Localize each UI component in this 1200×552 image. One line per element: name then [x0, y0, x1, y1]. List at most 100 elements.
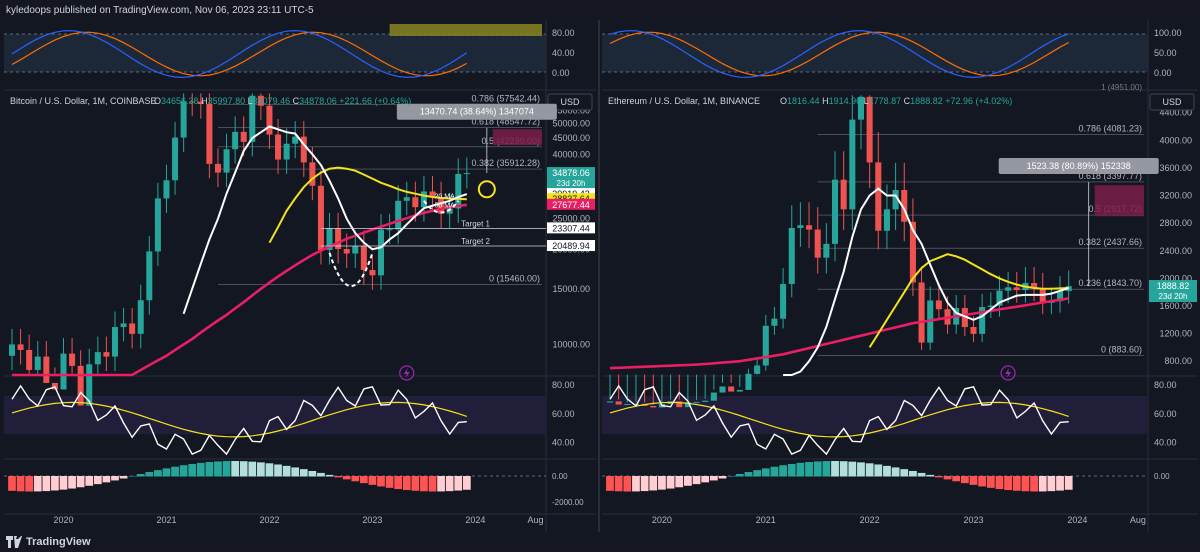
- candle-body: [292, 136, 299, 144]
- ma-white-line: [783, 187, 1070, 376]
- candle-body: [935, 300, 942, 310]
- stoch-tick: 80.00: [552, 28, 575, 38]
- time-tick: 2021: [756, 515, 776, 525]
- candle-body: [615, 401, 622, 405]
- candle-body: [103, 352, 110, 357]
- candle-body: [797, 225, 804, 228]
- rsi-tick: 80.00: [1154, 380, 1177, 390]
- candle-body: [606, 401, 614, 403]
- macd-bar: [753, 470, 762, 477]
- candle-body: [172, 137, 179, 181]
- eth-chart-svg[interactable]: 4400.00 4000.00 3600.00 3200.00 2800.00 2400.…: [602, 20, 1198, 532]
- macd-bar: [291, 467, 300, 477]
- price-tick-label: 4400.00: [1159, 108, 1192, 118]
- macd-bar: [248, 461, 257, 477]
- candle-body: [1031, 282, 1038, 289]
- macd-bar: [692, 476, 701, 485]
- macd-bar: [93, 476, 102, 485]
- candle-body: [163, 180, 170, 199]
- macd-bar: [796, 462, 805, 477]
- ohlc-value: 1914.96: [829, 96, 864, 106]
- price-tick-label: 2000.00: [1159, 273, 1192, 283]
- macd-bar: [805, 462, 813, 477]
- ohlc-value: 1778.87: [869, 96, 904, 106]
- macd-bar: [1004, 476, 1013, 491]
- macd-bar: [822, 461, 831, 477]
- macd-bar: [986, 476, 995, 488]
- ohlc-change: +221.66 (+0.64%): [339, 96, 411, 106]
- fib-label: 0.786 (57542.44): [471, 93, 540, 103]
- candle-body: [283, 143, 290, 160]
- macd-bar: [265, 463, 274, 477]
- price-badge-bg: [1149, 280, 1197, 303]
- ohlc-value: 34878.06: [299, 96, 339, 106]
- macd-bar: [462, 476, 471, 490]
- macd-bar: [214, 461, 222, 477]
- macd-bar: [640, 476, 649, 492]
- ohlc-value: 34079.46: [253, 96, 293, 106]
- macd-bar: [16, 476, 25, 492]
- macd-bar: [1021, 476, 1030, 492]
- price-tick-label: 50000.00: [552, 119, 590, 129]
- stoch-band: [4, 34, 546, 72]
- macd-bar: [926, 474, 935, 477]
- macd-bar: [85, 476, 94, 486]
- price-badge: 23307.44: [552, 223, 590, 233]
- fib-label: 0 (883.60): [1101, 344, 1142, 354]
- stoch-tick: 50.00: [1154, 48, 1177, 58]
- macd-bar: [325, 474, 334, 477]
- candle-body: [970, 327, 977, 334]
- stoch-tick: 0.00: [552, 68, 570, 78]
- rsi-tick: 60.00: [1154, 409, 1177, 419]
- candle-body: [909, 221, 916, 283]
- macd-bar: [308, 470, 317, 477]
- macd-bar: [188, 463, 197, 477]
- candle-body: [745, 373, 752, 390]
- candle-body: [240, 131, 247, 142]
- candle-body: [94, 352, 101, 365]
- ma-white-line: [182, 125, 468, 315]
- tradingview-logo-icon[interactable]: [6, 536, 22, 548]
- lightning-glyph: [1005, 368, 1012, 378]
- candle-body: [43, 356, 50, 383]
- macd-bar: [299, 469, 308, 477]
- btc-chart-panel[interactable]: 60000.0055000.0050000.0045000.0040000.00…: [4, 20, 596, 532]
- macd-bar: [883, 465, 891, 477]
- macd-bar: [779, 465, 787, 477]
- macd-bar: [428, 476, 437, 492]
- footer-bar: TradingView: [0, 532, 1200, 552]
- candle-body: [369, 270, 376, 276]
- measure-label: 1523.38 (80.89%) 152338: [1027, 161, 1131, 171]
- macd-bar: [649, 476, 658, 491]
- macd-bar: [317, 472, 325, 477]
- tradingview-brand[interactable]: TradingView: [26, 536, 91, 548]
- rsi-tick: 80.00: [552, 380, 575, 390]
- macd-bar: [761, 468, 770, 477]
- stoch-k-line: [11, 29, 468, 79]
- macd-bar: [623, 476, 632, 492]
- fib-label: 0.618 (3397.77): [1078, 171, 1142, 181]
- target-label: Target 1: [461, 219, 490, 228]
- eth-chart-panel[interactable]: 4400.00 4000.00 3600.00 3200.00 2800.00 2400.…: [602, 20, 1198, 532]
- price-tick-label: 40000.00: [552, 149, 590, 159]
- candle-body: [438, 197, 445, 214]
- ohlc-key: O: [154, 96, 161, 106]
- macd-bar: [934, 476, 943, 478]
- macd-bar: [632, 476, 640, 492]
- price-tick-label: 1200.00: [1159, 329, 1192, 339]
- macd-bar: [995, 476, 1004, 490]
- candle-body: [857, 96, 865, 120]
- candle-body: [360, 245, 367, 271]
- publisher-text: kyledoops published on TradingView.com, …: [6, 5, 314, 16]
- panel-divider[interactable]: [598, 20, 600, 532]
- btc-chart-svg[interactable]: 60000.0055000.0050000.0045000.0040000.00…: [4, 20, 596, 532]
- macd-bar: [239, 461, 248, 477]
- macd-bar: [683, 476, 692, 486]
- price-tick-label: 3200.00: [1159, 191, 1192, 201]
- ma-yellow-line: [268, 166, 467, 244]
- candle-body: [780, 284, 787, 319]
- breakout-circle: [477, 180, 496, 199]
- currency-label: USD: [1162, 97, 1182, 107]
- price-tick-label: 2800.00: [1159, 218, 1192, 228]
- candle-body: [343, 249, 350, 254]
